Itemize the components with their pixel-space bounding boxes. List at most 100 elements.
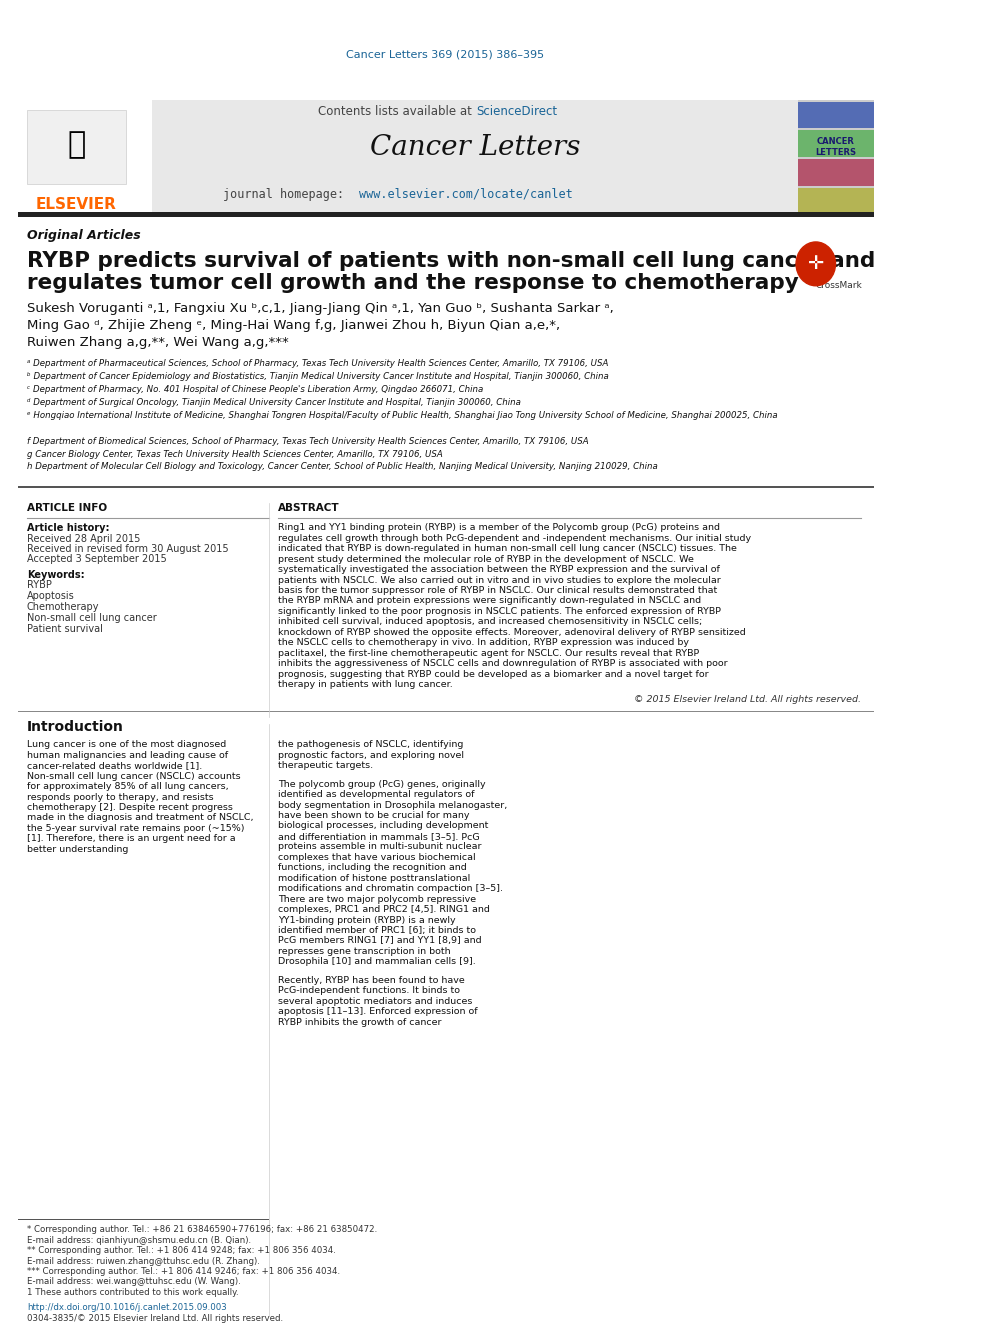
Circle shape — [796, 242, 835, 286]
Text: modifications and chromatin compaction [3–5].: modifications and chromatin compaction [… — [278, 884, 503, 893]
Text: complexes that have various biochemical: complexes that have various biochemical — [278, 853, 475, 861]
Text: Article history:: Article history: — [27, 523, 109, 533]
Text: apoptosis [11–13]. Enforced expression of: apoptosis [11–13]. Enforced expression o… — [278, 1007, 477, 1016]
Text: and differentiation in mammals [3–5]. PcG: and differentiation in mammals [3–5]. Pc… — [278, 832, 479, 841]
Text: Ming Gao ᵈ, Zhijie Zheng ᵉ, Ming-Hai Wang f,g, Jianwei Zhou h, Biyun Qian a,e,*,: Ming Gao ᵈ, Zhijie Zheng ᵉ, Ming-Hai Wan… — [27, 319, 560, 332]
Bar — [798, 188, 874, 216]
Text: h Department of Molecular Cell Biology and Toxicology, Cancer Center, School of : h Department of Molecular Cell Biology a… — [27, 463, 658, 471]
Text: Original Articles: Original Articles — [27, 229, 141, 242]
Text: www.elsevier.com/locate/canlet: www.elsevier.com/locate/canlet — [358, 188, 572, 201]
Text: prognosis, suggesting that RYBP could be developed as a biomarker and a novel ta: prognosis, suggesting that RYBP could be… — [278, 669, 708, 679]
Text: therapeutic targets.: therapeutic targets. — [278, 761, 373, 770]
Text: RYBP predicts survival of patients with non-small cell lung cancer and: RYBP predicts survival of patients with … — [27, 251, 875, 271]
Text: ARTICLE INFO: ARTICLE INFO — [27, 503, 107, 513]
Text: 0304-3835/© 2015 Elsevier Ireland Ltd. All rights reserved.: 0304-3835/© 2015 Elsevier Ireland Ltd. A… — [27, 1314, 283, 1323]
Text: for approximately 85% of all lung cancers,: for approximately 85% of all lung cancer… — [27, 782, 228, 791]
Text: YY1-binding protein (RYBP) is a newly: YY1-binding protein (RYBP) is a newly — [278, 916, 455, 925]
Bar — [18, 99, 151, 214]
Text: paclitaxel, the first-line chemotherapeutic agent for NSCLC. Our results reveal : paclitaxel, the first-line chemotherapeu… — [278, 648, 699, 658]
Text: Lung cancer is one of the most diagnosed: Lung cancer is one of the most diagnosed — [27, 741, 226, 749]
Text: f Department of Biomedical Sciences, School of Pharmacy, Texas Tech University H: f Department of Biomedical Sciences, Sch… — [27, 437, 588, 446]
Text: systematically investigated the association between the RYBP expression and the : systematically investigated the associat… — [278, 565, 720, 574]
Text: 🌳: 🌳 — [67, 130, 85, 159]
Bar — [18, 487, 874, 488]
Text: ScienceDirect: ScienceDirect — [476, 105, 558, 118]
Text: [1]. Therefore, there is an urgent need for a: [1]. Therefore, there is an urgent need … — [27, 835, 235, 843]
Text: ᵈ Department of Surgical Oncology, Tianjin Medical University Cancer Institute a: ᵈ Department of Surgical Oncology, Tianj… — [27, 398, 521, 406]
Text: significantly linked to the poor prognosis in NSCLC patients. The enforced expre: significantly linked to the poor prognos… — [278, 607, 721, 617]
Text: journal homepage:: journal homepage: — [223, 188, 358, 201]
Text: g Cancer Biology Center, Texas Tech University Health Sciences Center, Amarillo,: g Cancer Biology Center, Texas Tech Univ… — [27, 450, 442, 459]
Text: ᶜ Department of Pharmacy, No. 401 Hospital of Chinese People's Liberation Army, : ᶜ Department of Pharmacy, No. 401 Hospit… — [27, 385, 483, 394]
Text: Accepted 3 September 2015: Accepted 3 September 2015 — [27, 553, 167, 564]
Text: Apoptosis: Apoptosis — [27, 591, 74, 602]
Text: http://dx.doi.org/10.1016/j.canlet.2015.09.003: http://dx.doi.org/10.1016/j.canlet.2015.… — [27, 1303, 226, 1312]
Text: ** Corresponding author. Tel.: +1 806 414 9248; fax: +1 806 356 4034.: ** Corresponding author. Tel.: +1 806 41… — [27, 1246, 335, 1256]
Text: RYBP inhibits the growth of cancer: RYBP inhibits the growth of cancer — [278, 1017, 441, 1027]
Text: Introduction: Introduction — [27, 720, 124, 734]
Text: PcG members RING1 [7] and YY1 [8,9] and: PcG members RING1 [7] and YY1 [8,9] and — [278, 937, 481, 946]
Text: ABSTRACT: ABSTRACT — [278, 503, 339, 513]
Text: present study determined the molecular role of RYBP in the development of NSCLC.: present study determined the molecular r… — [278, 554, 693, 564]
Text: Keywords:: Keywords: — [27, 569, 84, 579]
Text: the pathogenesis of NSCLC, identifying: the pathogenesis of NSCLC, identifying — [278, 741, 463, 749]
Text: inhibits the aggressiveness of NSCLC cells and downregulation of RYBP is associa: inhibits the aggressiveness of NSCLC cel… — [278, 659, 727, 668]
Text: cancer-related deaths worldwide [1].: cancer-related deaths worldwide [1]. — [27, 761, 202, 770]
Text: several apoptotic mediators and induces: several apoptotic mediators and induces — [278, 996, 472, 1005]
Text: E-mail address: ruiwen.zhang@ttuhsc.edu (R. Zhang).: E-mail address: ruiwen.zhang@ttuhsc.edu … — [27, 1257, 260, 1266]
Text: identified member of PRC1 [6]; it binds to: identified member of PRC1 [6]; it binds … — [278, 926, 476, 935]
Text: CrossMark: CrossMark — [815, 282, 862, 290]
Text: Received in revised form 30 August 2015: Received in revised form 30 August 2015 — [27, 544, 228, 553]
Text: © 2015 Elsevier Ireland Ltd. All rights reserved.: © 2015 Elsevier Ireland Ltd. All rights … — [634, 696, 861, 704]
Text: RYBP: RYBP — [27, 581, 52, 590]
Text: made in the diagnosis and treatment of NSCLC,: made in the diagnosis and treatment of N… — [27, 814, 253, 823]
Text: Recently, RYBP has been found to have: Recently, RYBP has been found to have — [278, 976, 464, 984]
Text: knockdown of RYBP showed the opposite effects. Moreover, adenoviral delivery of : knockdown of RYBP showed the opposite ef… — [278, 628, 746, 636]
Text: Drosophila [10] and mammalian cells [9].: Drosophila [10] and mammalian cells [9]. — [278, 958, 475, 966]
Text: Cancer Letters 369 (2015) 386–395: Cancer Letters 369 (2015) 386–395 — [345, 50, 544, 60]
Text: Non-small cell lung cancer (NSCLC) accounts: Non-small cell lung cancer (NSCLC) accou… — [27, 771, 240, 781]
Text: the 5-year survival rate remains poor (~15%): the 5-year survival rate remains poor (~… — [27, 824, 244, 833]
Text: modification of histone posttranslational: modification of histone posttranslationa… — [278, 873, 470, 882]
Text: ᵃ Department of Pharmaceutical Sciences, School of Pharmacy, Texas Tech Universi: ᵃ Department of Pharmaceutical Sciences,… — [27, 359, 608, 368]
Text: ELSEVIER: ELSEVIER — [36, 197, 117, 212]
Text: ᵉ Hongqiao International Institute of Medicine, Shanghai Tongren Hospital/Facult: ᵉ Hongqiao International Institute of Me… — [27, 410, 778, 419]
Text: the NSCLC cells to chemotherapy in vivo. In addition, RYBP expression was induce: the NSCLC cells to chemotherapy in vivo.… — [278, 638, 688, 647]
Text: indicated that RYBP is down-regulated in human non-small cell lung cancer (NSCLC: indicated that RYBP is down-regulated in… — [278, 544, 737, 553]
Text: basis for the tumor suppressor role of RYBP in NSCLC. Our clinical results demon: basis for the tumor suppressor role of R… — [278, 586, 717, 595]
Text: better understanding: better understanding — [27, 845, 128, 853]
Text: responds poorly to therapy, and resists: responds poorly to therapy, and resists — [27, 792, 213, 802]
Bar — [27, 110, 126, 184]
Text: regulates cell growth through both PcG-dependent and -independent mechanisms. Ou: regulates cell growth through both PcG-d… — [278, 533, 751, 542]
Text: ᵇ Department of Cancer Epidemiology and Biostatistics, Tianjin Medical Universit: ᵇ Department of Cancer Epidemiology and … — [27, 372, 609, 381]
Text: the RYBP mRNA and protein expressions were significantly down-regulated in NSCLC: the RYBP mRNA and protein expressions we… — [278, 597, 701, 606]
Text: regulates tumor cell growth and the response to chemotherapy: regulates tumor cell growth and the resp… — [27, 273, 799, 292]
Bar — [18, 212, 874, 217]
Text: inhibited cell survival, induced apoptosis, and increased chemosensitivity in NS: inhibited cell survival, induced apoptos… — [278, 618, 702, 626]
Text: proteins assemble in multi-subunit nuclear: proteins assemble in multi-subunit nucle… — [278, 843, 481, 852]
Text: have been shown to be crucial for many: have been shown to be crucial for many — [278, 811, 469, 820]
Text: There are two major polycomb repressive: There are two major polycomb repressive — [278, 894, 476, 904]
Text: Non-small cell lung cancer: Non-small cell lung cancer — [27, 614, 157, 623]
Text: complexes, PRC1 and PRC2 [4,5]. RING1 and: complexes, PRC1 and PRC2 [4,5]. RING1 an… — [278, 905, 490, 914]
Text: ✛: ✛ — [807, 254, 824, 274]
Bar — [798, 159, 874, 187]
Text: Ring1 and YY1 binding protein (RYBP) is a member of the Polycomb group (PcG) pro: Ring1 and YY1 binding protein (RYBP) is … — [278, 523, 720, 532]
Bar — [153, 99, 798, 214]
Text: represses gene transcription in both: represses gene transcription in both — [278, 947, 450, 957]
Text: Ruiwen Zhang a,g,**, Wei Wang a,g,***: Ruiwen Zhang a,g,**, Wei Wang a,g,*** — [27, 336, 289, 349]
Text: Cancer Letters: Cancer Letters — [370, 134, 580, 161]
Text: *** Corresponding author. Tel.: +1 806 414 9246; fax: +1 806 356 4034.: *** Corresponding author. Tel.: +1 806 4… — [27, 1267, 340, 1277]
Text: 1 These authors contributed to this work equally.: 1 These authors contributed to this work… — [27, 1289, 238, 1297]
Text: therapy in patients with lung cancer.: therapy in patients with lung cancer. — [278, 680, 452, 689]
Text: prognostic factors, and exploring novel: prognostic factors, and exploring novel — [278, 750, 464, 759]
Text: CANCER
LETTERS: CANCER LETTERS — [815, 138, 856, 157]
Text: biological processes, including development: biological processes, including developm… — [278, 822, 488, 831]
Text: functions, including the recognition and: functions, including the recognition and — [278, 864, 466, 872]
Text: human malignancies and leading cause of: human malignancies and leading cause of — [27, 750, 228, 759]
Text: The polycomb group (PcG) genes, originally: The polycomb group (PcG) genes, original… — [278, 779, 485, 789]
Text: Received 28 April 2015: Received 28 April 2015 — [27, 533, 140, 544]
Bar — [798, 131, 874, 157]
Text: E-mail address: qianhiyun@shsmu.edu.cn (B. Qian).: E-mail address: qianhiyun@shsmu.edu.cn (… — [27, 1236, 251, 1245]
Bar — [798, 102, 874, 128]
